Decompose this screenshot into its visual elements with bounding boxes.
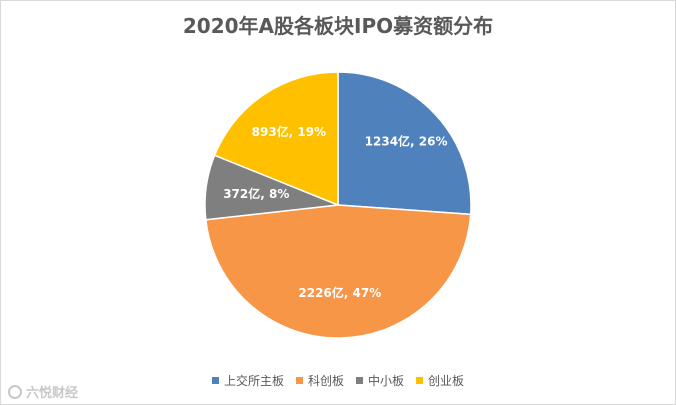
legend-item: 科创板 [295, 372, 344, 389]
legend: 上交所主板 科创板 中小板 创业板 [0, 372, 676, 389]
legend-item: 创业板 [416, 372, 464, 389]
watermark: 六悦财经 [8, 382, 78, 401]
legend-label: 创业板 [428, 374, 465, 388]
legend-item: 上交所主板 [211, 372, 284, 389]
watermark-logo-icon [8, 384, 22, 399]
legend-swatch [211, 377, 219, 384]
data-label: 893亿, 19% [252, 124, 327, 139]
pie-slice [204, 204, 472, 339]
data-label: 1234亿, 26% [365, 134, 448, 149]
legend-item: 中小板 [356, 372, 404, 389]
data-label: 2226亿, 47% [298, 285, 381, 300]
legend-label: 中小板 [368, 374, 405, 388]
legend-swatch [295, 377, 303, 384]
legend-swatch [356, 377, 363, 384]
pie-slice [337, 71, 472, 216]
legend-label: 上交所主板 [223, 374, 284, 388]
watermark-text: 六悦财经 [26, 386, 79, 401]
pie-slice [213, 71, 339, 207]
legend-swatch [416, 377, 424, 384]
legend-label: 科创板 [307, 374, 344, 388]
chart-title: 2020年A股各板块IPO募资额分布 [182, 14, 494, 38]
data-label: 372亿, 8% [223, 186, 289, 201]
